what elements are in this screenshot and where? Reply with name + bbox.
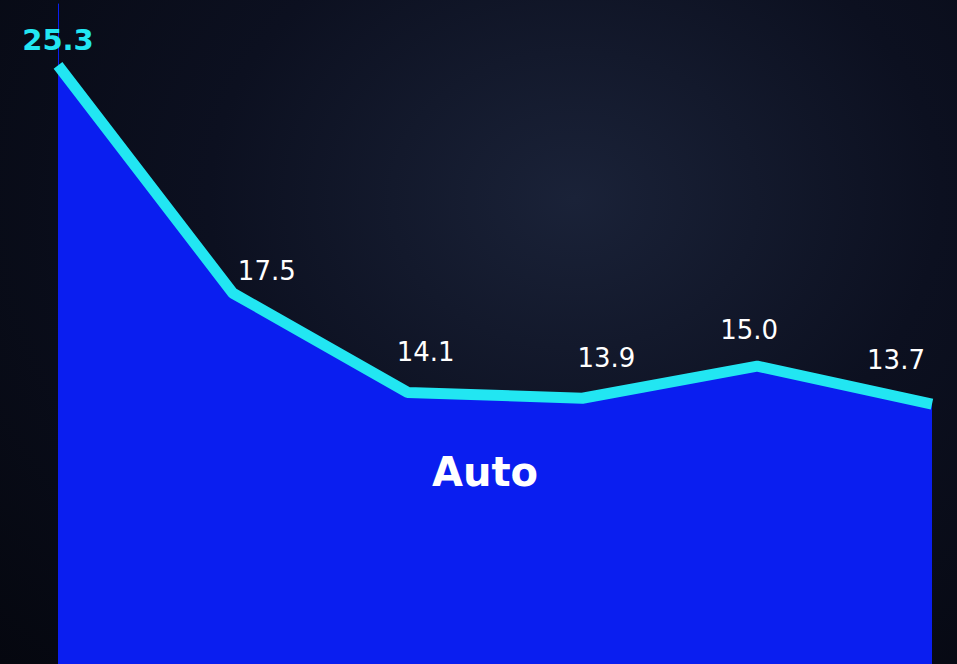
svg-text:13.9: 13.9 bbox=[577, 343, 635, 373]
svg-text:13.7: 13.7 bbox=[867, 345, 925, 375]
svg-text:17.5: 17.5 bbox=[238, 256, 296, 286]
svg-text:15.0: 15.0 bbox=[720, 315, 778, 345]
svg-text:14.1: 14.1 bbox=[397, 337, 455, 367]
svg-text:25.3: 25.3 bbox=[22, 23, 94, 57]
svg-text:Auto: Auto bbox=[432, 449, 538, 495]
